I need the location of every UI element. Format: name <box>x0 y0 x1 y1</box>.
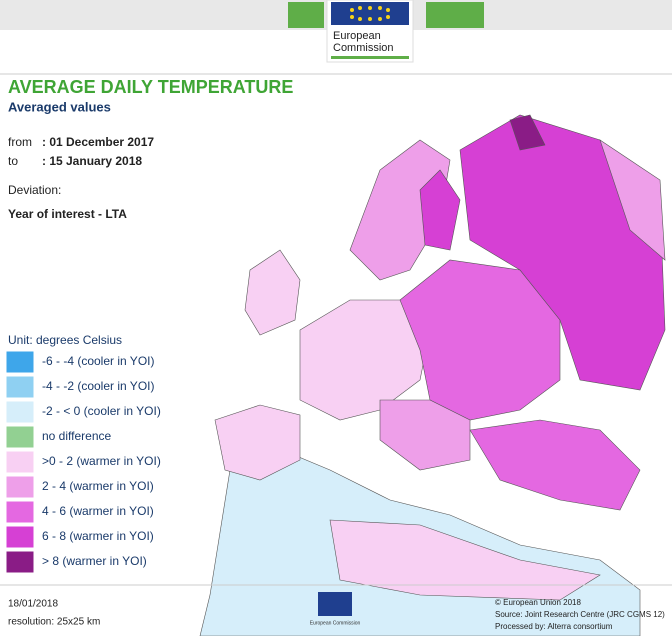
western-europe <box>299 299 431 421</box>
russia-north <box>509 114 546 151</box>
title: AVERAGE DAILY TEMPERATURE <box>8 77 293 97</box>
deviation-label: Deviation: <box>8 183 61 197</box>
to-date: : 15 January 2018 <box>42 154 142 168</box>
legend-swatch <box>5 350 35 374</box>
legend: -6 - -4 (cooler in YOI) -4 - -2 (cooler i… <box>5 350 161 574</box>
legend-swatch <box>5 475 35 499</box>
legend-swatch <box>5 550 35 574</box>
header-stripe <box>288 2 324 28</box>
legend-label: -4 - -2 (cooler in YOI) <box>42 379 154 393</box>
from-date: : 01 December 2017 <box>42 135 154 149</box>
footer-flag <box>318 592 352 616</box>
map <box>199 114 666 637</box>
legend-label: 2 - 4 (warmer in YOI) <box>42 479 154 493</box>
footer-source: Source: Joint Research Centre (JRC CGMS … <box>495 610 665 619</box>
from-label: from <box>8 135 32 149</box>
iberia <box>214 404 301 481</box>
turkey <box>469 419 641 511</box>
africa-east <box>329 519 601 601</box>
legend-label: 6 - 8 (warmer in YOI) <box>42 529 154 543</box>
footer-resolution: resolution: 25x25 km <box>8 617 100 628</box>
logo-text: European <box>333 30 381 42</box>
legend-label: -2 - < 0 (cooler in YOI) <box>42 404 161 418</box>
footer-copyright: © European Union 2018 <box>495 598 582 607</box>
british-isles <box>244 249 301 336</box>
to-label: to <box>8 154 18 168</box>
legend-swatch <box>5 425 35 449</box>
legend-label: -6 - -4 (cooler in YOI) <box>42 354 154 368</box>
legend-swatch <box>5 400 35 424</box>
finland <box>419 169 461 251</box>
legend-unit: Unit: degrees Celsius <box>8 333 122 347</box>
eu-flag <box>331 2 409 25</box>
subtitle: Averaged values <box>8 99 111 114</box>
header-stripe <box>426 2 484 28</box>
footer-date: 18/01/2018 <box>8 599 58 610</box>
deviation: Year of interest - LTA <box>8 207 127 221</box>
legend-swatch <box>5 375 35 399</box>
footer-processed: Processed by: Alterra consortium <box>495 622 613 631</box>
logo-text: Commission <box>333 42 394 54</box>
legend-swatch <box>5 525 35 549</box>
legend-label: no difference <box>42 429 111 443</box>
legend-swatch <box>5 450 35 474</box>
legend-label: >0 - 2 (warmer in YOI) <box>42 454 161 468</box>
legend-swatch <box>5 500 35 524</box>
russia-east <box>599 139 666 261</box>
legend-label: 4 - 6 (warmer in YOI) <box>42 504 154 518</box>
russia <box>459 114 666 391</box>
logo-underline <box>331 56 409 59</box>
eastern-europe <box>399 259 561 421</box>
footer-logo-text: European Commission <box>310 620 361 626</box>
flag-stars <box>350 6 390 21</box>
balkans <box>379 399 471 471</box>
legend-label: > 8 (warmer in YOI) <box>42 554 147 568</box>
